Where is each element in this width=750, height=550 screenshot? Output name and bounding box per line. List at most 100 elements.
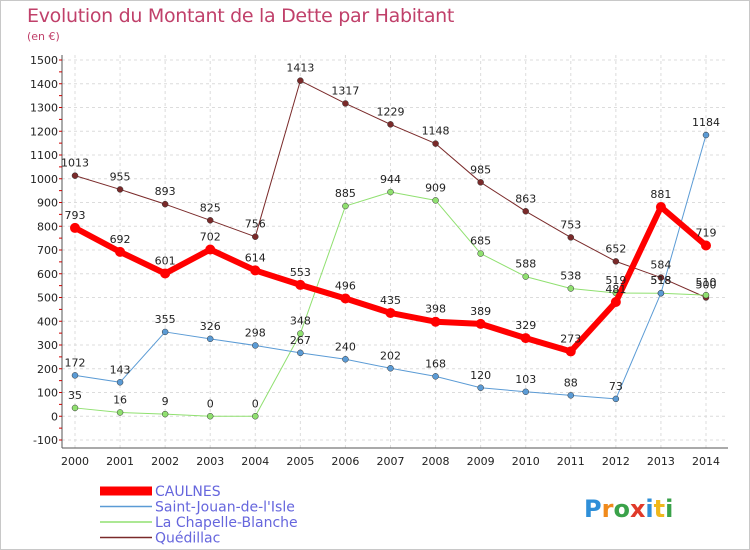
data-point — [655, 202, 666, 213]
x-tick-label: 2004 — [241, 455, 269, 468]
data-label: 985 — [470, 163, 491, 176]
data-label: 16 — [113, 393, 127, 406]
data-label: 588 — [515, 258, 536, 271]
chart-subtitle: (en €) — [27, 30, 60, 43]
y-tick-label: 700 — [37, 244, 58, 257]
data-label: 1413 — [286, 62, 314, 75]
data-label: 553 — [290, 266, 311, 279]
data-label: 481 — [605, 283, 626, 296]
y-tick-label: 1100 — [30, 149, 58, 162]
data-point — [342, 356, 349, 363]
data-point — [387, 121, 394, 128]
data-point — [387, 188, 394, 196]
data-point — [475, 318, 486, 329]
data-label: 298 — [245, 326, 266, 339]
data-point — [70, 222, 80, 233]
legend-label: Quédillac — [155, 531, 220, 547]
data-label: 756 — [245, 218, 266, 231]
data-label: 753 — [560, 218, 581, 231]
data-label: 881 — [650, 188, 671, 201]
data-point — [610, 297, 621, 308]
y-tick-label: 300 — [37, 339, 58, 352]
data-point — [657, 274, 665, 281]
data-point — [115, 246, 126, 257]
x-tick-label: 2009 — [467, 455, 495, 468]
data-point — [522, 388, 529, 396]
data-point — [657, 289, 665, 297]
data-label: 240 — [335, 340, 356, 353]
data-point — [297, 349, 304, 357]
data-label: 601 — [155, 255, 176, 268]
data-point — [567, 285, 575, 292]
data-point — [477, 384, 484, 391]
data-label: 538 — [560, 269, 581, 282]
data-point — [387, 365, 394, 372]
data-label: 518 — [650, 274, 671, 287]
y-tick-label: 500 — [37, 292, 58, 305]
legend-label: La Chapelle-Blanche — [155, 515, 298, 531]
x-tick-label: 2006 — [331, 455, 359, 468]
data-point — [520, 333, 531, 344]
data-label: 825 — [200, 201, 221, 214]
data-label: 909 — [425, 181, 446, 194]
x-tick-label: 2013 — [647, 455, 675, 468]
logo-text: Proxiti — [584, 495, 673, 523]
data-label: 435 — [380, 294, 401, 307]
series-layer — [70, 77, 711, 420]
data-label: 702 — [200, 231, 221, 244]
data-label: 355 — [155, 313, 176, 326]
data-point — [116, 186, 124, 193]
x-tick-label: 2003 — [196, 455, 224, 468]
data-point — [342, 100, 349, 107]
data-label: 202 — [380, 349, 401, 362]
data-point — [522, 208, 529, 215]
data-point — [340, 293, 351, 304]
y-tick-label: 800 — [37, 220, 58, 233]
x-tick-label: 2007 — [377, 455, 405, 468]
data-point — [612, 258, 620, 265]
proxiti-logo: Proxiti — [584, 495, 673, 523]
y-tick-label: 1000 — [30, 173, 58, 186]
data-label: 955 — [110, 170, 131, 183]
x-tick-label: 2011 — [557, 455, 585, 468]
data-point — [71, 404, 79, 412]
data-label: 496 — [335, 279, 356, 292]
data-label: 944 — [380, 173, 401, 186]
data-point — [297, 77, 304, 84]
y-tick-label: 1300 — [30, 102, 58, 115]
data-point — [432, 373, 439, 380]
data-label: 510 — [696, 276, 717, 289]
data-label: 584 — [650, 259, 671, 272]
data-point — [477, 250, 484, 257]
data-point — [71, 372, 79, 379]
data-point — [342, 202, 349, 210]
data-label: 1184 — [692, 116, 720, 129]
data-point — [71, 172, 79, 179]
data-label: 9 — [162, 395, 169, 408]
data-label: 0 — [252, 397, 259, 410]
data-label: 326 — [200, 320, 221, 333]
data-point — [161, 328, 169, 336]
data-label: 519 — [605, 274, 626, 287]
data-label: 500 — [696, 279, 717, 292]
x-tick-label: 2000 — [61, 455, 89, 468]
data-point — [612, 395, 620, 403]
data-point — [297, 330, 304, 337]
x-tick-label: 2005 — [286, 455, 314, 468]
data-point — [250, 265, 261, 276]
data-label: 329 — [515, 319, 536, 332]
y-tick-label: -100 — [33, 434, 58, 447]
data-label: 1148 — [422, 125, 450, 138]
data-point — [701, 240, 711, 251]
data-point — [116, 379, 124, 386]
data-label: 398 — [425, 303, 446, 316]
y-tick-label: 0 — [51, 410, 58, 423]
y-tick-label: 900 — [37, 197, 58, 210]
data-point — [295, 279, 306, 290]
data-point — [430, 316, 441, 327]
data-label: 692 — [110, 233, 131, 246]
data-point — [567, 234, 575, 241]
